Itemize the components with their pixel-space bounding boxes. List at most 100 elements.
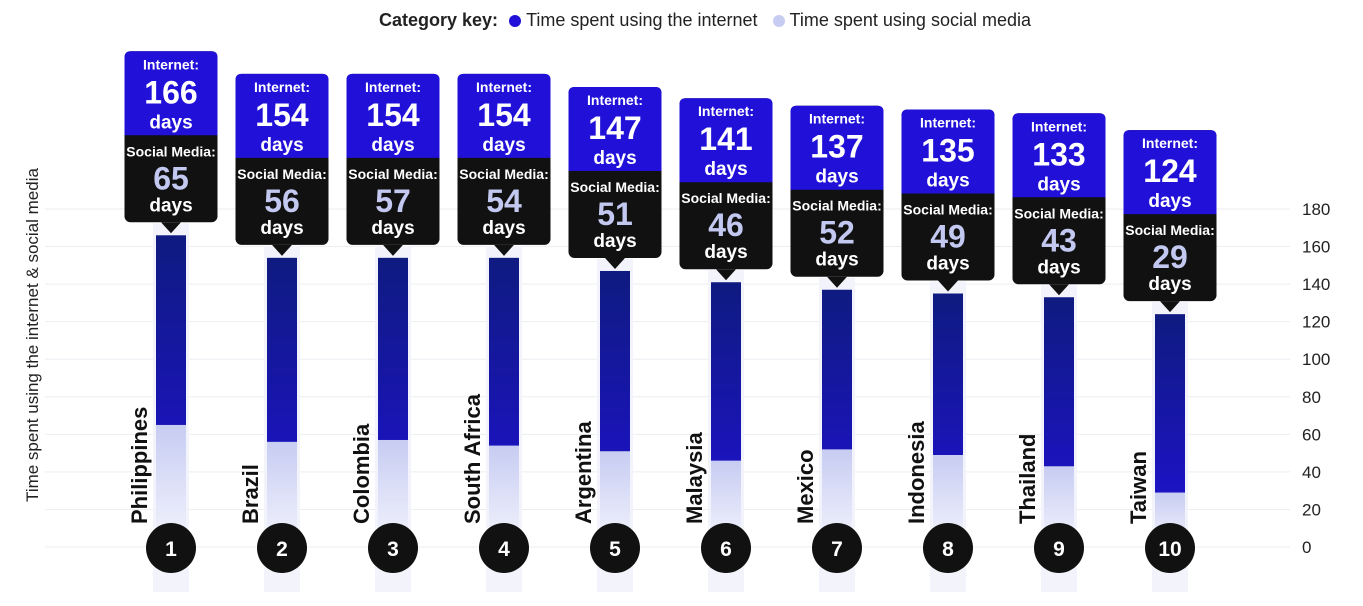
internet-unit-label: days xyxy=(1148,191,1191,212)
callout-pointer xyxy=(272,244,292,256)
internet-unit-label: days xyxy=(593,148,636,169)
social-unit-label: days xyxy=(482,218,525,239)
callout-internet-section xyxy=(568,86,662,171)
social-unit-label: days xyxy=(371,218,414,239)
country-label: Malaysia xyxy=(682,432,707,524)
social-unit-label: days xyxy=(149,195,192,216)
internet-value-label: 133 xyxy=(1032,136,1085,172)
y-tick-label: 180 xyxy=(1302,200,1330,219)
social-value-label: 54 xyxy=(486,183,522,219)
internet-unit-label: days xyxy=(260,135,303,156)
callout-social-label: Social Media: xyxy=(1014,205,1103,221)
callout-social-label: Social Media: xyxy=(792,198,881,214)
callout-internet-section xyxy=(124,51,218,136)
callout-internet-section xyxy=(1012,113,1106,198)
social-value-label: 56 xyxy=(264,183,300,219)
rank-badge xyxy=(923,523,973,573)
rank-badge xyxy=(146,523,196,573)
internet-value-label: 147 xyxy=(588,110,641,146)
callout-internet-label: Internet: xyxy=(698,103,754,119)
callout-social-label: Social Media: xyxy=(1125,222,1214,238)
social-unit-label: days xyxy=(593,231,636,252)
y-tick-label: 80 xyxy=(1302,388,1321,407)
internet-unit-label: days xyxy=(1037,174,1080,195)
rank-badge xyxy=(701,523,751,573)
internet-value-label: 124 xyxy=(1143,153,1197,189)
rank-number: 9 xyxy=(1053,538,1065,561)
social-value-label: 57 xyxy=(375,183,411,219)
legend-internet-label: Time spent using the internet xyxy=(526,10,758,30)
callout-pointer xyxy=(605,257,625,269)
internet-unit-label: days xyxy=(371,135,414,156)
callout-internet-label: Internet: xyxy=(365,79,421,95)
country-label: South Africa xyxy=(460,393,485,524)
callout-social-label: Social Media: xyxy=(570,179,659,195)
callout-pointer xyxy=(827,276,847,288)
country-label: Thailand xyxy=(1015,434,1040,524)
rank-badge xyxy=(590,523,640,573)
y-tick-label: 140 xyxy=(1302,275,1330,294)
callout-internet-section xyxy=(457,73,551,158)
social-unit-label: days xyxy=(1148,274,1191,295)
social-unit-label: days xyxy=(926,254,969,275)
callout-social-label: Social Media: xyxy=(459,166,548,182)
y-tick-label: 120 xyxy=(1302,313,1330,332)
callout-social-label: Social Media: xyxy=(348,166,437,182)
callout-internet-label: Internet: xyxy=(587,92,643,108)
social-value-label: 29 xyxy=(1152,239,1188,275)
country-label: Mexico xyxy=(793,449,818,524)
callout-social-label: Social Media: xyxy=(126,143,215,159)
callout-social-label: Social Media: xyxy=(681,190,770,206)
internet-value-label: 141 xyxy=(699,121,752,157)
country-label: Indonesia xyxy=(904,421,929,524)
rank-badge xyxy=(257,523,307,573)
internet-value-label: 135 xyxy=(921,133,974,169)
callout-internet-section xyxy=(790,105,884,190)
internet-unit-label: days xyxy=(926,171,969,192)
social-value-label: 49 xyxy=(930,219,966,255)
legend-social-label: Time spent using social media xyxy=(789,10,1031,30)
rank-badge xyxy=(812,523,862,573)
rank-number: 1 xyxy=(165,538,177,561)
country-label: Philippines xyxy=(127,407,152,524)
rank-badge xyxy=(368,523,418,573)
callout-internet-label: Internet: xyxy=(1031,118,1087,134)
y-tick-label: 40 xyxy=(1302,463,1321,482)
internet-value-label: 154 xyxy=(255,97,309,133)
internet-unit-label: days xyxy=(704,159,747,180)
callout-internet-label: Internet: xyxy=(254,79,310,95)
callout-pointer xyxy=(1049,284,1069,296)
callout-pointer xyxy=(716,269,736,281)
legend-social-swatch xyxy=(772,15,785,27)
callout-internet-section xyxy=(679,98,773,183)
y-tick-label: 60 xyxy=(1302,425,1321,444)
internet-value-label: 137 xyxy=(810,129,863,165)
rank-number: 8 xyxy=(942,538,954,561)
legend-key-label: Category key: xyxy=(378,10,499,30)
legend-internet-swatch xyxy=(509,15,522,27)
country-label: Argentina xyxy=(571,421,596,524)
callout-pointer xyxy=(383,244,403,256)
callout-internet-label: Internet: xyxy=(476,79,532,95)
country-label: Colombia xyxy=(349,423,374,524)
rank-number: 2 xyxy=(276,538,288,561)
callout-internet-label: Internet: xyxy=(809,111,865,127)
internet-unit-label: days xyxy=(482,135,525,156)
y-tick-label: 20 xyxy=(1302,500,1321,519)
internet-value-label: 154 xyxy=(366,97,420,133)
callout-pointer xyxy=(1160,301,1180,313)
legend: Category key: Time spent using the inter… xyxy=(0,8,1363,32)
social-unit-label: days xyxy=(704,242,747,263)
y-tick-label: 0 xyxy=(1302,538,1311,557)
social-unit-label: days xyxy=(815,250,858,271)
rank-number: 3 xyxy=(387,538,399,561)
